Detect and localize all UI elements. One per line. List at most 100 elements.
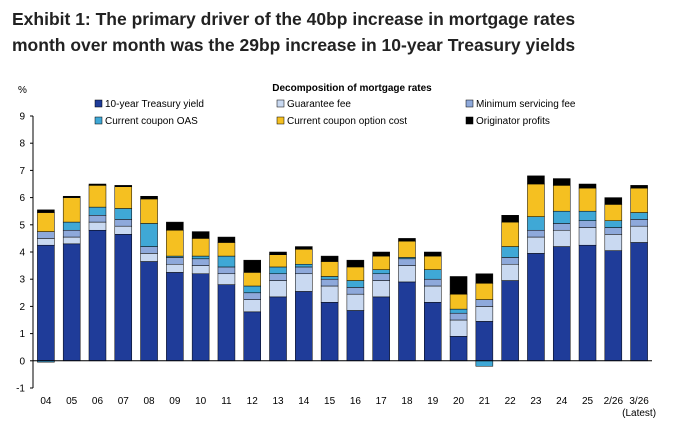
bar-segment-minimum-servicing-fee [243,292,261,300]
bar-segment-10-year-treasury-yield [295,291,313,362]
bar-segment-10-year-treasury-yield [37,244,55,362]
legend-label-originator-profits: Originator profits [476,116,550,127]
y-tick-label: 2 [19,302,25,313]
y-tick-label: 1 [19,329,25,340]
bar-segment-current-coupon-oas [552,210,571,224]
bar-segment-guarantee-fee [372,280,390,298]
legend-label-10-year-treasury-yield: 10-year Treasury yield [105,99,204,110]
bar-segment-minimum-servicing-fee [552,223,571,231]
x-tick-label: 10 [195,396,207,407]
x-tick-label: 12 [247,396,259,407]
bar-segment-current-coupon-oas [295,263,313,268]
bar-segment-guarantee-fee [527,236,545,254]
bar-segment-originator-profits [527,175,545,185]
bar-segment-minimum-servicing-fee [217,266,236,275]
bar-segment-originator-profits [88,183,107,186]
legend-swatch-originator-profits [465,116,474,125]
headline-line-2: month over month was the 29bp increase i… [12,35,576,55]
bar-segment-current-coupon-oas [217,255,236,268]
bar-segment-10-year-treasury-yield [217,284,236,362]
bar-stack-20 [449,276,468,362]
bar-segment-current-coupon-option-cost [372,255,390,270]
bar-stack-17 [372,251,390,362]
chart-title: Decomposition of mortgage rates [272,83,432,94]
x-tick-label: 22 [505,396,517,407]
bar-segment-guarantee-fee [604,234,623,251]
bar-segment-10-year-treasury-yield [449,336,468,362]
bar-stack-11 [217,236,236,362]
bar-segment-guarantee-fee [578,227,597,246]
bar-segment-originator-profits [372,251,390,257]
bar-segment-originator-profits [243,259,261,273]
bar-stack-21 [475,273,494,367]
bar-segment-current-coupon-oas [191,255,210,260]
bar-segment-originator-profits [269,251,287,255]
x-tick-label: 09 [169,396,181,407]
bar-segment-originator-profits [166,221,184,231]
bar-segment-guarantee-fee [320,285,339,303]
bar-stack-10 [191,231,210,362]
x-tick-label: 3/26 [629,396,649,407]
legend-label-current-coupon-oas: Current coupon OAS [105,116,198,127]
bar-segment-originator-profits [449,276,468,295]
legend-swatch-guarantee-fee [276,99,285,108]
bar-segment-10-year-treasury-yield [604,250,623,362]
bar-segment-originator-profits [424,251,442,257]
bar-stack-15 [320,255,339,362]
bar-segment-10-year-treasury-yield [62,243,81,362]
bar-segment-current-coupon-oas [475,360,494,367]
bar-segment-10-year-treasury-yield [140,261,158,362]
bar-stack-24 [552,178,571,362]
bar-segment-current-coupon-oas [62,221,81,231]
bar-stack-04 [37,209,55,363]
x-tick-label: 25 [582,396,594,407]
bar-segment-guarantee-fee [191,265,210,275]
y-tick-label: 8 [19,139,25,150]
bar-segment-current-coupon-oas [449,308,468,314]
bar-segment-10-year-treasury-yield [372,296,390,362]
bar-series-group [37,175,648,367]
bar-segment-originator-profits [217,236,236,243]
bar-segment-originator-profits [62,195,81,198]
y-axis-label: % [18,85,27,96]
legend-swatch-current-coupon-option-cost [276,116,285,125]
bar-stack-25 [578,183,597,362]
bar-segment-current-coupon-oas [501,246,519,258]
bar-segment-10-year-treasury-yield [269,296,287,362]
bar-segment-minimum-servicing-fee [372,273,390,281]
bar-stack-14 [295,246,313,362]
bar-segment-current-coupon-option-cost [295,249,313,265]
bar-segment-minimum-servicing-fee [527,229,545,238]
bar-segment-current-coupon-option-cost [424,255,442,270]
legend-swatch-10-year-treasury-yield [94,99,103,108]
bar-segment-current-coupon-oas [320,276,339,280]
y-tick-label: 6 [19,193,25,204]
bar-segment-guarantee-fee [88,221,107,231]
bar-segment-originator-profits [475,273,494,284]
bar-segment-10-year-treasury-yield [527,253,545,362]
bar-segment-current-coupon-option-cost [449,293,468,310]
x-tick-label: 24 [556,396,568,407]
bar-segment-guarantee-fee [295,273,313,292]
bar-segment-guarantee-fee [475,306,494,322]
bar-segment-10-year-treasury-yield [578,244,597,362]
x-tick-label: 15 [324,396,336,407]
bar-segment-current-coupon-option-cost [62,197,81,223]
bar-segment-current-coupon-oas [243,285,261,294]
bar-segment-minimum-servicing-fee [578,220,597,228]
bar-segment-guarantee-fee [552,229,571,247]
bar-segment-10-year-treasury-yield [475,321,494,362]
legend-swatch-minimum-servicing-fee [465,99,474,108]
bar-segment-current-coupon-option-cost [243,272,261,287]
bar-segment-originator-profits [191,231,210,239]
bar-segment-10-year-treasury-yield [501,280,519,362]
bar-stack-16 [346,259,365,362]
bar-segment-10-year-treasury-yield [166,272,184,362]
bar-segment-originator-profits [320,255,339,262]
bar-segment-originator-profits [37,209,55,213]
bar-segment-current-coupon-oas [88,206,107,216]
y-tick-label: 7 [19,166,25,177]
bar-segment-guarantee-fee [140,253,158,262]
